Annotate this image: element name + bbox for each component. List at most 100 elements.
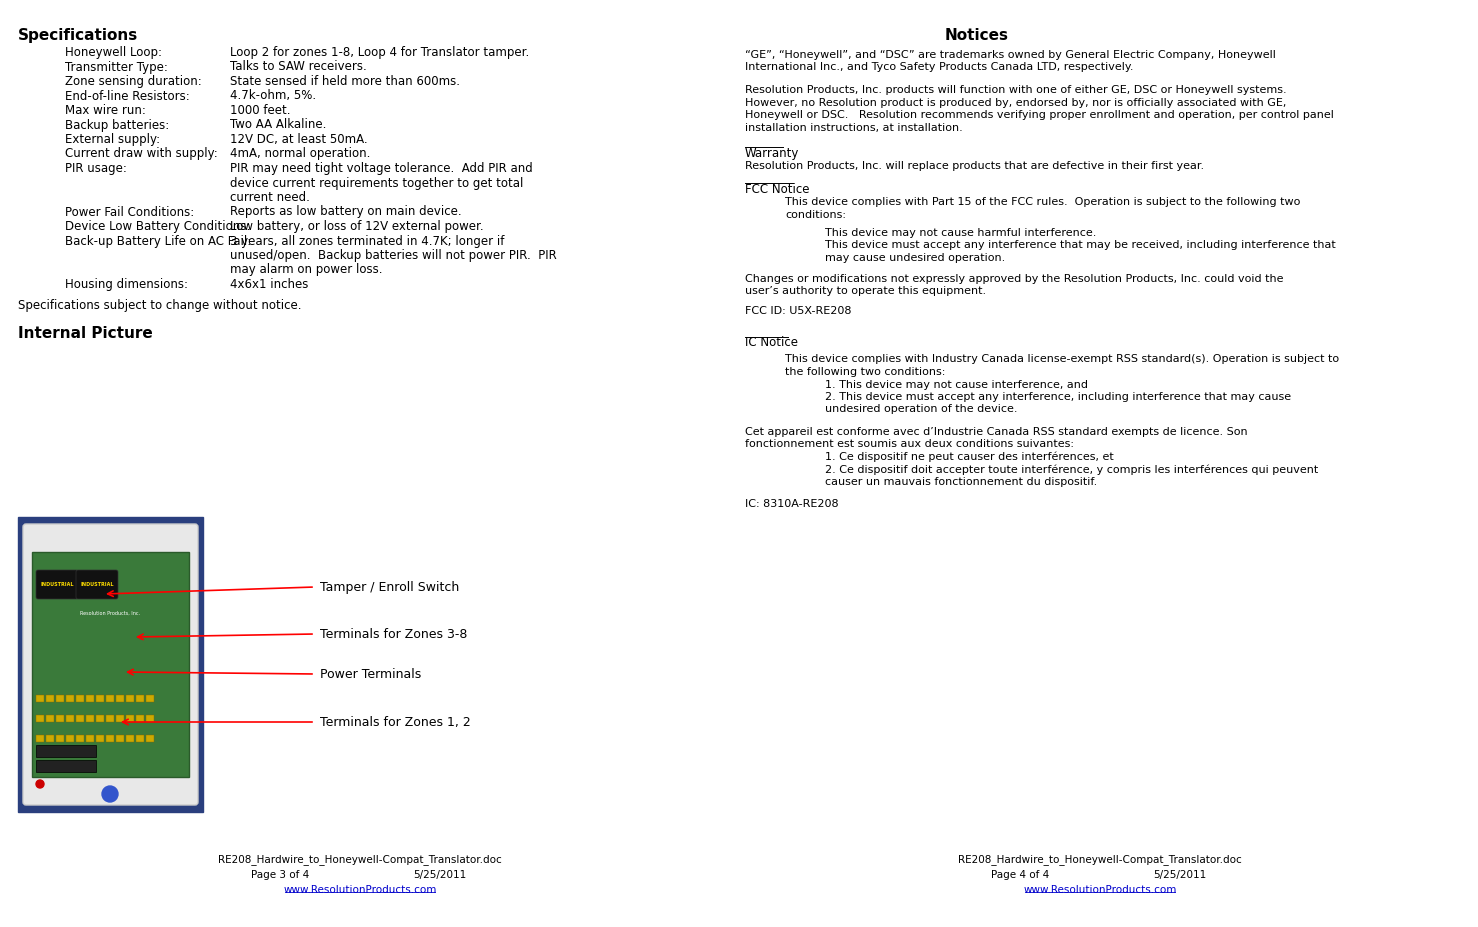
Text: Terminals for Zones 1, 2: Terminals for Zones 1, 2 [321,716,471,729]
FancyBboxPatch shape [126,695,134,703]
Text: Specifications subject to change without notice.: Specifications subject to change without… [18,298,302,311]
FancyBboxPatch shape [35,745,96,757]
FancyBboxPatch shape [86,716,95,722]
FancyBboxPatch shape [136,735,143,743]
Text: Page 3 of 4: Page 3 of 4 [251,870,309,879]
Circle shape [102,786,118,802]
FancyBboxPatch shape [96,716,103,722]
Text: Reports as low battery on main device.: Reports as low battery on main device. [231,205,461,218]
FancyBboxPatch shape [106,695,114,703]
Text: PIR may need tight voltage tolerance.  Add PIR and: PIR may need tight voltage tolerance. Ad… [231,162,532,175]
Text: undesired operation of the device.: undesired operation of the device. [825,404,1017,414]
FancyBboxPatch shape [136,716,143,722]
Text: This device may not cause harmful interference.: This device may not cause harmful interf… [825,228,1097,237]
Text: This device complies with Industry Canada license-exempt RSS standard(s). Operat: This device complies with Industry Canad… [785,354,1339,364]
Text: INDUSTRIAL: INDUSTRIAL [80,582,114,587]
Text: IC: 8310A-RE208: IC: 8310A-RE208 [745,499,838,509]
FancyBboxPatch shape [33,552,189,777]
Text: 4.7k-ohm, 5%.: 4.7k-ohm, 5%. [231,89,316,102]
Text: www.ResolutionProducts.com: www.ResolutionProducts.com [1023,884,1176,894]
Text: Tamper / Enroll Switch: Tamper / Enroll Switch [321,581,460,594]
FancyBboxPatch shape [96,695,103,703]
Text: Current draw with supply:: Current draw with supply: [65,147,217,160]
FancyBboxPatch shape [56,695,64,703]
Text: may cause undesired operation.: may cause undesired operation. [825,253,1005,262]
FancyBboxPatch shape [126,716,134,722]
Text: 5/25/2011: 5/25/2011 [1153,870,1206,879]
Text: 12V DC, at least 50mA.: 12V DC, at least 50mA. [231,133,368,146]
Text: 1000 feet.: 1000 feet. [231,104,291,117]
Text: “GE”, “Honeywell”, and “DSC” are trademarks owned by General Electric Company, H: “GE”, “Honeywell”, and “DSC” are tradema… [745,50,1276,60]
Text: However, no Resolution product is produced by, endorsed by, nor is officially as: However, no Resolution product is produc… [745,97,1286,108]
Text: Loop 2 for zones 1-8, Loop 4 for Translator tamper.: Loop 2 for zones 1-8, Loop 4 for Transla… [231,46,529,59]
Text: www.ResolutionProducts.com: www.ResolutionProducts.com [284,884,436,894]
Text: user’s authority to operate this equipment.: user’s authority to operate this equipme… [745,286,986,296]
FancyBboxPatch shape [75,735,84,743]
FancyBboxPatch shape [46,716,55,722]
Text: the following two conditions:: the following two conditions: [785,366,946,376]
Text: INDUSTRIAL: INDUSTRIAL [40,582,74,587]
Text: Power Terminals: Power Terminals [321,667,421,680]
Text: Power Fail Conditions:: Power Fail Conditions: [65,205,194,218]
FancyBboxPatch shape [75,716,84,722]
Text: 1. Ce dispositif ne peut causer des interférences, et: 1. Ce dispositif ne peut causer des inte… [825,451,1114,462]
Text: 1. This device may not cause interference, and: 1. This device may not cause interferenc… [825,379,1088,389]
FancyBboxPatch shape [67,735,74,743]
FancyBboxPatch shape [35,695,44,703]
FancyBboxPatch shape [115,716,124,722]
Text: Max wire run:: Max wire run: [65,104,146,117]
FancyBboxPatch shape [35,716,44,722]
Text: PIR usage:: PIR usage: [65,162,127,175]
Text: RE208_Hardwire_to_Honeywell-Compat_Translator.doc: RE208_Hardwire_to_Honeywell-Compat_Trans… [219,854,503,865]
FancyBboxPatch shape [146,695,154,703]
FancyBboxPatch shape [67,695,74,703]
Text: Backup batteries:: Backup batteries: [65,119,170,132]
Text: Low battery, or loss of 12V external power.: Low battery, or loss of 12V external pow… [231,220,483,233]
Text: 4x6x1 inches: 4x6x1 inches [231,278,309,291]
FancyBboxPatch shape [106,716,114,722]
Text: Resolution Products, Inc. products will function with one of either GE, DSC or H: Resolution Products, Inc. products will … [745,85,1287,95]
Text: This device must accept any interference that may be received, including interfe: This device must accept any interference… [825,240,1336,250]
Text: 3 years, all zones terminated in 4.7K; longer if: 3 years, all zones terminated in 4.7K; l… [231,235,504,248]
Text: Specifications: Specifications [18,28,139,43]
Text: Talks to SAW receivers.: Talks to SAW receivers. [231,60,367,73]
Text: State sensed if held more than 600ms.: State sensed if held more than 600ms. [231,75,460,88]
Text: 2. Ce dispositif doit accepter toute interférence, y compris les interférences q: 2. Ce dispositif doit accepter toute int… [825,464,1318,475]
Text: International Inc., and Tyco Safety Products Canada LTD, respectively.: International Inc., and Tyco Safety Prod… [745,62,1134,72]
Text: unused/open.  Backup batteries will not power PIR.  PIR: unused/open. Backup batteries will not p… [231,248,557,261]
Text: External supply:: External supply: [65,133,160,146]
Text: causer un mauvais fonctionnement du dispositif.: causer un mauvais fonctionnement du disp… [825,476,1097,487]
Text: RE208_Hardwire_to_Honeywell-Compat_Translator.doc: RE208_Hardwire_to_Honeywell-Compat_Trans… [958,854,1242,865]
FancyBboxPatch shape [35,570,78,600]
Text: Two AA Alkaline.: Two AA Alkaline. [231,119,327,132]
FancyBboxPatch shape [46,735,55,743]
FancyBboxPatch shape [115,695,124,703]
Text: Notices: Notices [944,28,1009,43]
FancyBboxPatch shape [46,695,55,703]
Text: Resolution Products, Inc.: Resolution Products, Inc. [80,610,140,615]
Text: IC Notice: IC Notice [745,337,798,349]
FancyBboxPatch shape [146,716,154,722]
FancyBboxPatch shape [146,735,154,743]
Text: Changes or modifications not expressly approved by the Resolution Products, Inc.: Changes or modifications not expressly a… [745,273,1283,283]
FancyBboxPatch shape [67,716,74,722]
FancyBboxPatch shape [35,760,96,772]
FancyBboxPatch shape [56,716,64,722]
Text: 5/25/2011: 5/25/2011 [414,870,467,879]
Text: device current requirements together to get total: device current requirements together to … [231,176,523,189]
FancyBboxPatch shape [106,735,114,743]
Text: installation instructions, at installation.: installation instructions, at installati… [745,122,962,133]
FancyBboxPatch shape [35,735,44,743]
Text: Warranty: Warranty [745,146,800,159]
Text: FCC ID: U5X-RE208: FCC ID: U5X-RE208 [745,306,851,316]
Text: Transmitter Type:: Transmitter Type: [65,60,168,73]
FancyBboxPatch shape [96,735,103,743]
FancyBboxPatch shape [86,735,95,743]
FancyBboxPatch shape [75,570,118,600]
FancyBboxPatch shape [136,695,143,703]
Text: Honeywell or DSC.   Resolution recommends verifying proper enrollment and operat: Honeywell or DSC. Resolution recommends … [745,110,1333,120]
Text: fonctionnement est soumis aux deux conditions suivantes:: fonctionnement est soumis aux deux condi… [745,439,1075,449]
Text: current need.: current need. [231,191,310,204]
FancyBboxPatch shape [24,525,198,806]
FancyBboxPatch shape [86,695,95,703]
